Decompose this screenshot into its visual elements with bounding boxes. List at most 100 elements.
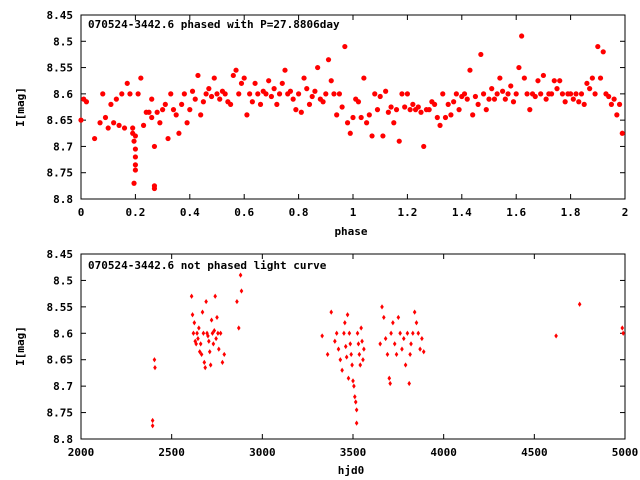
data-point [500,88,506,94]
unphased-axis-ticks: 2000 2500 3000 3500 4000 4500 5000 8.45 8.5 8.55 8… [47,248,639,459]
data-point [113,96,119,102]
data-point [222,91,228,97]
data-point [132,154,138,160]
data-point [238,272,243,278]
data-point [350,114,356,121]
unphased-x-tick-label: 5000 [612,446,639,459]
data-point [532,93,538,100]
data-point [290,96,296,102]
data-point [508,83,514,89]
data-point [191,330,196,336]
data-point [149,114,155,121]
data-point [388,380,392,387]
data-point [510,99,517,105]
data-point [597,75,604,81]
data-point [320,99,326,105]
data-point [135,91,141,97]
data-point [401,335,406,342]
phased-x-tick-label: 1.6 [506,206,526,219]
data-point [411,330,415,336]
data-point [356,341,361,347]
data-point [385,351,390,358]
data-point [494,91,500,97]
data-point [524,91,530,97]
data-point [402,104,408,110]
data-point [333,338,337,344]
data-point [329,309,334,315]
data-point [162,101,168,107]
data-point [304,86,310,92]
data-point [475,101,481,107]
phased-x-tick-label: 2 [622,206,629,219]
data-point [78,117,84,123]
data-point [403,362,408,368]
data-point [212,328,217,334]
data-point [418,109,424,115]
data-point [165,135,171,142]
unphased-light-curve-panel: 070524-3442.6 not phased light curve hjd… [14,248,638,477]
data-point [364,120,370,126]
data-point [146,109,152,115]
data-point [442,114,449,121]
data-point [540,72,547,79]
phased-x-tick-label: 0 [78,206,85,219]
data-point [480,91,487,97]
unphased-data-points [150,272,625,429]
data-point [203,91,209,97]
data-point [387,375,392,381]
unphased-x-tick-label: 3500 [340,446,367,459]
data-point [616,101,623,107]
data-point [100,91,106,97]
data-point [244,112,250,118]
data-point [201,330,206,336]
data-point [392,341,397,347]
data-point [176,130,182,136]
data-point [268,93,274,100]
data-point [252,80,258,86]
data-point [369,133,375,139]
data-point [116,122,122,128]
unphased-x-tick-label: 2500 [158,446,185,459]
data-point [132,162,138,168]
data-point [154,109,160,115]
data-point [170,107,177,113]
data-point [350,362,354,368]
data-point [208,93,215,100]
data-point [336,346,341,352]
data-point [298,109,304,115]
data-point [383,88,389,94]
data-point [236,91,242,97]
data-point [206,86,212,92]
data-point [217,346,221,352]
data-point [213,293,217,299]
data-point [220,359,225,365]
data-point [216,330,220,336]
data-point [374,107,381,113]
data-point [228,101,234,107]
data-point [358,114,364,121]
data-point [306,101,313,107]
data-point [323,91,329,97]
data-point [382,314,386,321]
data-point [140,122,147,128]
data-point [173,112,179,118]
data-point [348,341,353,347]
data-point [606,93,612,100]
data-point [385,109,391,115]
data-point [132,133,138,139]
data-point [190,312,195,318]
data-point [359,325,363,331]
data-point [353,399,358,405]
data-point [587,86,593,92]
data-point [194,341,198,347]
data-point [409,341,413,347]
data-point [453,91,459,97]
data-point [400,346,404,352]
data-point [570,96,576,102]
data-point [467,67,473,73]
data-point [502,96,508,102]
data-point [331,91,337,97]
phased-y-tick-label: 8.55 [47,62,74,75]
data-point [235,298,239,305]
data-point [325,351,330,358]
